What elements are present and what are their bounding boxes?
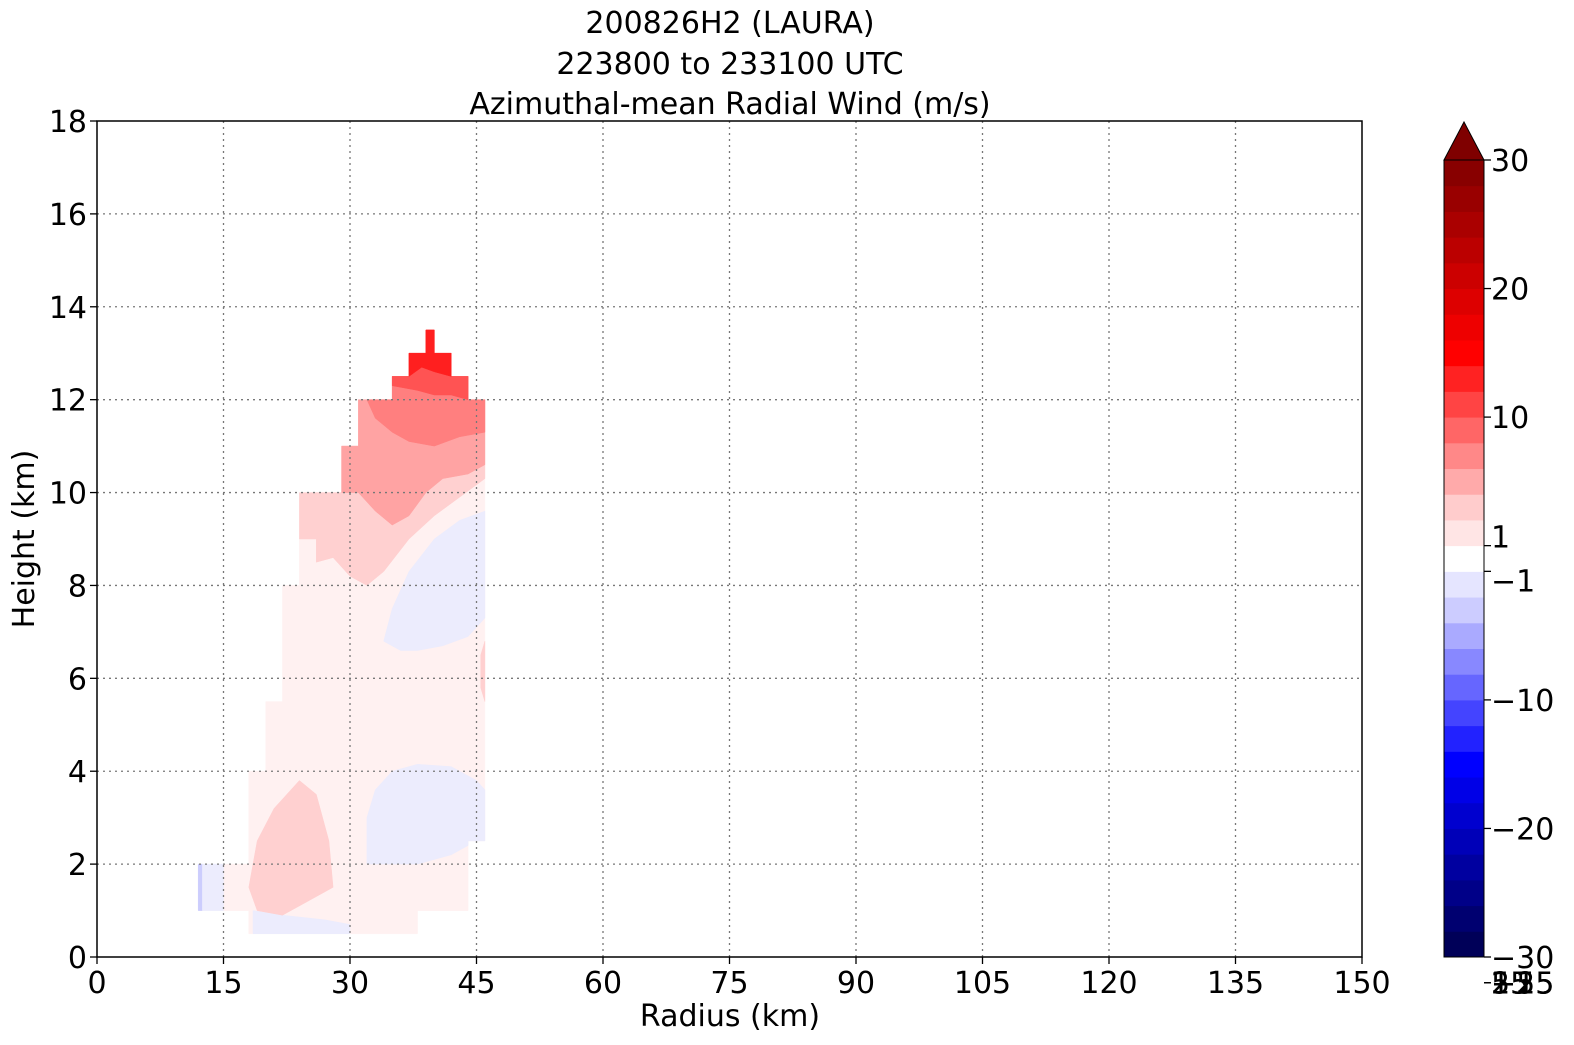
y-tick-label: 18 <box>49 105 87 140</box>
chart-title-line-1: 200826H2 (LAURA) <box>585 6 874 41</box>
x-tick-label: 0 <box>87 966 106 1001</box>
contour-region-8 <box>248 780 334 916</box>
colorbar-tick-label: −15 <box>1491 967 1554 1002</box>
colorbar-band <box>1444 828 1484 855</box>
y-tick-label: 6 <box>68 662 87 697</box>
contour-fill-layer <box>197 329 486 935</box>
y-tick-label: 8 <box>68 569 87 604</box>
colorbar-band <box>1444 237 1484 264</box>
colorbar-band <box>1444 442 1484 470</box>
colorbar-band <box>1444 160 1484 187</box>
chart-title-line-3: Azimuthal-mean Radial Wind (m/s) <box>469 87 990 122</box>
colorbar-tick-label: 20 <box>1491 273 1529 308</box>
colorbar: 30 25 20 15 10 5 1 −1 −5 −10 −15 −20 −25−30 <box>1443 120 1554 1002</box>
contour-region-6 <box>366 764 486 865</box>
x-tick-label: 15 <box>204 966 242 1001</box>
y-axis-label: Height (km) <box>7 450 42 629</box>
x-axis: 0 15 30 45 60 75 90 105 120 135 150 <box>87 957 1391 1001</box>
colorbar-band <box>1444 545 1484 572</box>
colorbar-frame <box>1443 159 1485 958</box>
colorbar-band <box>1444 622 1484 649</box>
x-tick-label: 90 <box>837 966 875 1001</box>
contour-region-4 <box>197 863 203 911</box>
colorbar-tick-label: −10 <box>1491 684 1554 719</box>
y-tick-label: 10 <box>49 477 87 512</box>
colorbar-band <box>1444 751 1484 778</box>
colorbar-band <box>1444 905 1484 932</box>
contour-region-14 <box>408 329 452 377</box>
colorbar-tick-label: −25 <box>1491 967 1554 1002</box>
colorbar-tick-label: −1 <box>1491 564 1535 599</box>
y-tick-label: 0 <box>68 941 87 976</box>
colorbar-band <box>1444 648 1484 675</box>
x-axis-label: Radius (km) <box>640 999 820 1034</box>
colorbar-band <box>1444 597 1484 624</box>
colorbar-band <box>1444 674 1484 701</box>
colorbar-band <box>1444 931 1484 958</box>
contour-region-3 <box>252 910 351 935</box>
colorbar-band <box>1444 339 1484 367</box>
contour-region-5 <box>202 863 224 911</box>
colorbar-band <box>1444 288 1484 315</box>
colorbar-band <box>1444 262 1484 290</box>
colorbar-band <box>1444 571 1484 598</box>
colorbar-tick-label: 30 <box>1491 144 1529 179</box>
y-tick-label: 16 <box>49 198 87 233</box>
colorbar-band <box>1444 879 1484 907</box>
y-tick-label: 2 <box>68 848 87 883</box>
colorbar-band <box>1444 185 1484 212</box>
y-tick-label: 12 <box>49 384 87 419</box>
x-tick-label: 105 <box>954 966 1011 1001</box>
y-axis: 0 2 4 6 8 10 12 14 16 18 <box>49 105 97 976</box>
contour-region-7 <box>383 510 486 651</box>
colorbar-band <box>1444 725 1484 752</box>
colorbar-band <box>1444 802 1484 829</box>
colorbar-tick-label: 5 <box>1491 967 1510 1002</box>
colorbar-ticks: 30 25 20 15 10 5 1 −1 −5 −10 −15 −20 −25−30 <box>1484 144 1554 1002</box>
chart-title-line-2: 223800 to 233100 UTC <box>556 47 903 82</box>
colorbar-band <box>1444 468 1484 495</box>
x-tick-label: 30 <box>331 966 369 1001</box>
colorbar-band <box>1444 519 1484 547</box>
y-tick-label: 4 <box>68 755 87 790</box>
x-tick-label: 60 <box>584 966 622 1001</box>
contour-region-2 <box>223 863 250 911</box>
grid-layer <box>97 121 1362 957</box>
colorbar-band <box>1444 314 1484 341</box>
colorbar-tick-label: −20 <box>1491 812 1554 847</box>
colorbar-tick-label: −5 <box>1491 967 1535 1002</box>
x-tick-label: 150 <box>1333 966 1390 1001</box>
colorbar-extend-triangle <box>1443 120 1485 161</box>
colorbar-band <box>1444 777 1484 804</box>
colorbar-band <box>1444 699 1484 727</box>
x-tick-label: 120 <box>1080 966 1137 1001</box>
colorbar-tick-label: 25 <box>1491 967 1529 1002</box>
colorbar-tick-label: 10 <box>1491 401 1529 436</box>
x-tick-label: 135 <box>1207 966 1264 1001</box>
colorbar-bands <box>1444 160 1484 958</box>
colorbar-band <box>1444 494 1484 521</box>
colorbar-band <box>1444 391 1484 418</box>
x-tick-label: 75 <box>710 966 748 1001</box>
colorbar-tick-label: 15 <box>1491 967 1529 1002</box>
colorbar-band <box>1444 417 1484 444</box>
colorbar-band <box>1444 211 1484 238</box>
x-tick-label: 45 <box>457 966 495 1001</box>
colorbar-band <box>1444 365 1484 392</box>
y-tick-label: 14 <box>49 291 87 326</box>
colorbar-band <box>1444 854 1484 881</box>
colorbar-tick-label: −30 <box>1491 941 1554 976</box>
contour-region-10 <box>480 641 486 702</box>
colorbar-tick-label: 1 <box>1491 521 1510 556</box>
